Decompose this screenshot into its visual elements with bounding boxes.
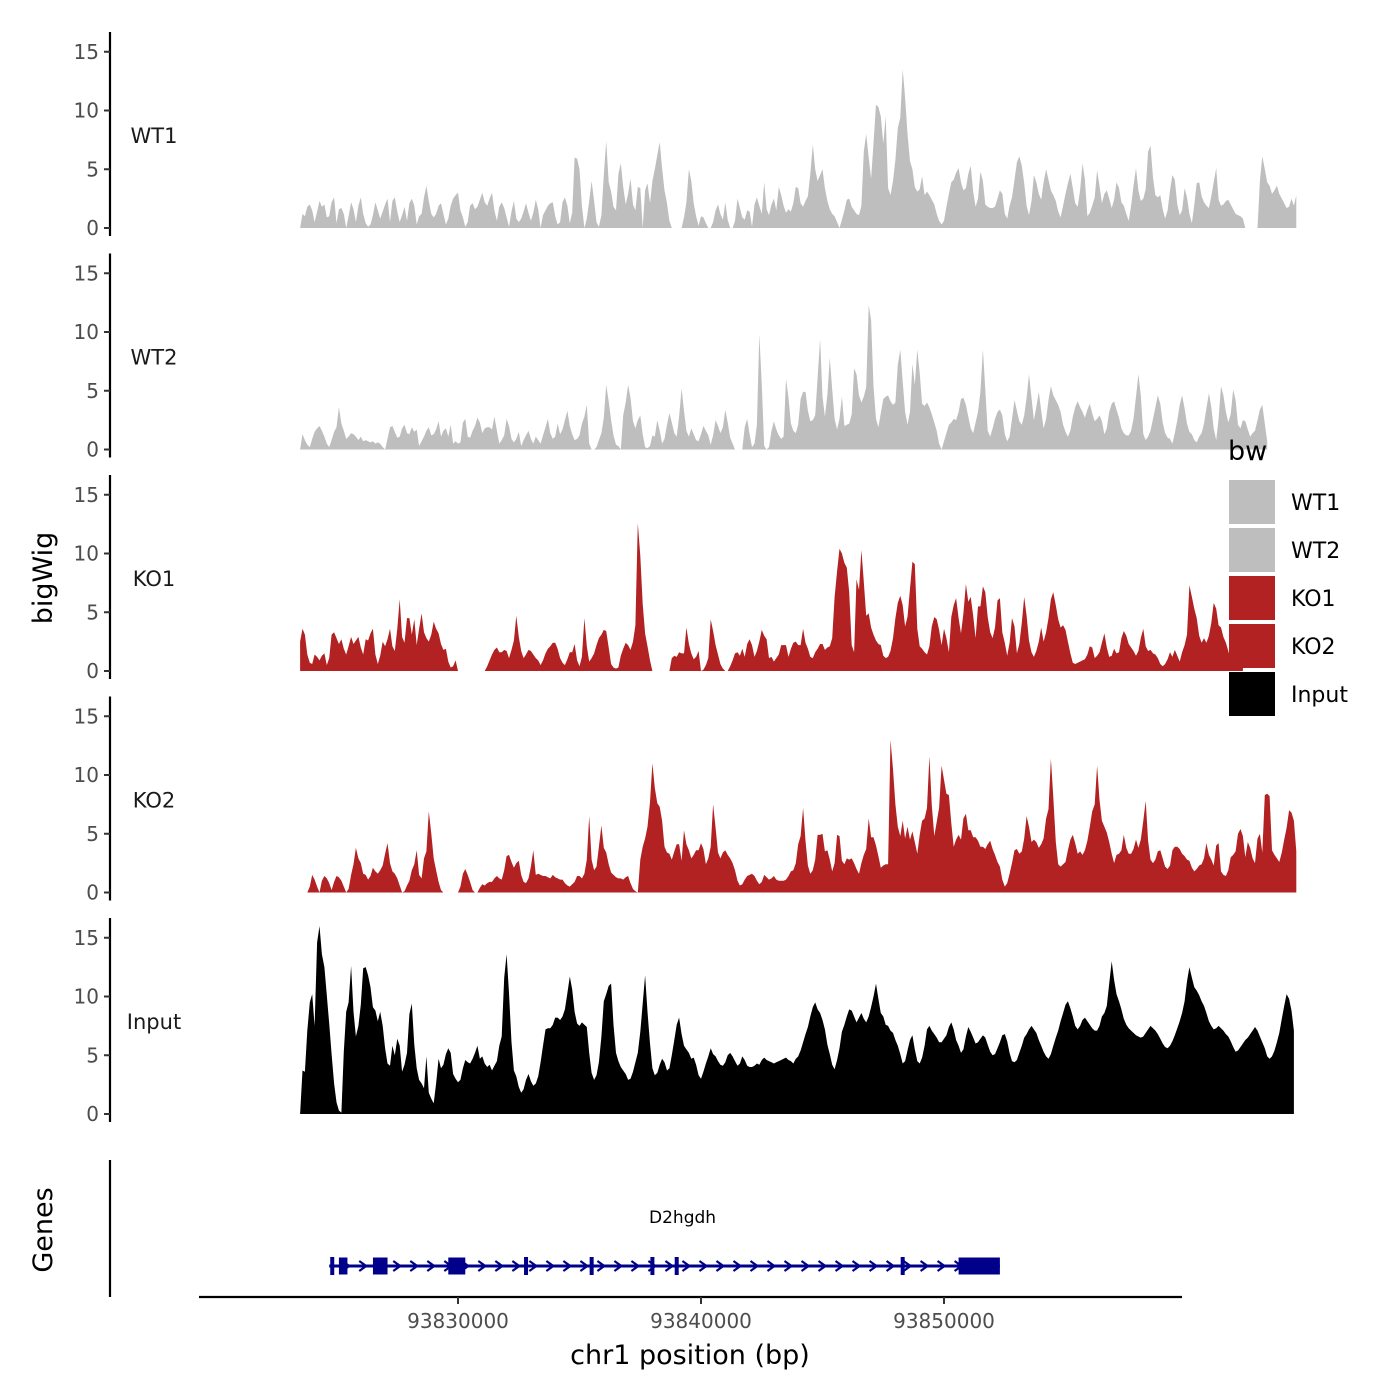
track-panel-ko2: 0 5 10 15 KO2 — [74, 696, 1297, 905]
coverage-area-ko1 — [300, 523, 1243, 671]
y-tick-label: 10 — [74, 763, 99, 787]
genes-axis-title: Genes — [28, 1187, 59, 1272]
y-tick-label: 10 — [74, 542, 99, 566]
y-tick-label: 5 — [86, 822, 99, 846]
y-tick-label: 0 — [86, 881, 99, 905]
coverage-area-wt1 — [300, 69, 1297, 229]
strand-arrow — [817, 1260, 828, 1272]
coverage-area-ko2 — [307, 739, 1297, 893]
y-tick-label: 5 — [86, 1043, 99, 1067]
gene-exon — [674, 1257, 679, 1275]
track-panel-wt2: 0 5 10 15 WT2 — [74, 253, 1268, 462]
strand-arrow — [494, 1260, 505, 1272]
gene-exon — [958, 1257, 1000, 1275]
strand-arrow — [732, 1260, 743, 1272]
y-tick-label: 10 — [74, 985, 99, 1009]
gene-exon — [524, 1257, 529, 1275]
legend-title: bw — [1228, 436, 1267, 467]
y-tick-label: 5 — [86, 600, 99, 624]
gene-exon — [448, 1257, 466, 1275]
y-tick-label: 15 — [74, 704, 99, 728]
strand-arrow — [630, 1260, 641, 1272]
coverage-panels: 0 5 10 15 WT1 0 5 10 15 WT2 0 5 10 15 KO1 0 5 10 15 KO2 0 5 10… — [74, 32, 1297, 1126]
y-tick-label: 5 — [86, 157, 99, 181]
x-tick-label: 93840000 — [650, 1309, 752, 1333]
strand-arrow — [409, 1260, 420, 1272]
strand-arrow — [358, 1260, 369, 1272]
gene-exon — [650, 1257, 655, 1275]
track-label: WT2 — [131, 346, 178, 370]
strand-arrow — [868, 1260, 879, 1272]
y-tick-label: 15 — [74, 926, 99, 950]
gene-exon — [589, 1257, 594, 1275]
strand-arrow — [715, 1260, 726, 1272]
gene-label: D2hgdh — [649, 1208, 716, 1228]
coverage-area-wt2 — [300, 305, 1268, 450]
strand-arrow — [511, 1260, 522, 1272]
track-label: KO1 — [133, 567, 176, 591]
strand-arrow — [766, 1260, 777, 1272]
strand-arrow — [392, 1260, 403, 1272]
legend-swatch-wt1 — [1229, 480, 1275, 524]
x-axis: 93830000 93840000 93850000 — [199, 1295, 1182, 1333]
track-label: Input — [127, 1010, 181, 1034]
y-tick-label: 15 — [74, 483, 99, 507]
strand-arrow — [562, 1260, 573, 1272]
legend-label-ko2: KO2 — [1291, 635, 1336, 660]
strand-arrow — [579, 1260, 590, 1272]
strand-arrow — [545, 1260, 556, 1272]
track-label: KO2 — [133, 789, 176, 813]
legend-swatch-wt2 — [1229, 528, 1275, 572]
y-tick-label: 15 — [74, 40, 99, 64]
track-label: WT1 — [131, 124, 178, 148]
strand-arrow — [749, 1260, 760, 1272]
x-tick-label: 93830000 — [407, 1309, 509, 1333]
y-tick-label: 5 — [86, 379, 99, 403]
strand-arrow — [936, 1260, 947, 1272]
strand-arrow — [698, 1260, 709, 1272]
strand-arrow — [613, 1260, 624, 1272]
x-axis-title: chr1 position (bp) — [570, 1340, 810, 1371]
legend-swatch-ko2 — [1229, 624, 1275, 668]
strand-arrow — [528, 1260, 539, 1272]
strand-arrow — [902, 1260, 913, 1272]
strand-arrow — [477, 1260, 488, 1272]
y-tick-label: 0 — [86, 1102, 99, 1126]
y-tick-label: 10 — [74, 320, 99, 344]
y-tick-label: 0 — [86, 216, 99, 240]
legend-label-wt2: WT2 — [1291, 539, 1340, 564]
strand-arrow — [851, 1260, 862, 1272]
strand-arrow — [783, 1260, 794, 1272]
track-panel-input: 0 5 10 15 Input — [74, 918, 1294, 1126]
x-tick-label: 93850000 — [893, 1309, 995, 1333]
legend-label-wt1: WT1 — [1291, 491, 1340, 516]
y-tick-label: 10 — [74, 99, 99, 123]
strand-arrow — [919, 1260, 930, 1272]
coverage-area-input — [300, 926, 1294, 1114]
legend-label-input: Input — [1291, 683, 1348, 708]
genes-panel: D2hgdh — [108, 1160, 1000, 1297]
gene-exon — [338, 1257, 348, 1275]
y-tick-label: 0 — [86, 659, 99, 683]
strand-arrow — [664, 1260, 675, 1272]
legend-swatch-ko1 — [1229, 576, 1275, 620]
strand-arrow — [681, 1260, 692, 1272]
strand-arrow — [596, 1260, 607, 1272]
y-tick-label: 15 — [74, 261, 99, 285]
gene-exon — [330, 1257, 335, 1275]
strand-arrow — [800, 1260, 811, 1272]
y-axis-title: bigWig — [28, 532, 59, 625]
strand-arrow — [834, 1260, 845, 1272]
track-panel-ko1: 0 5 10 15 KO1 — [74, 475, 1243, 683]
gene-exon — [900, 1257, 905, 1275]
legend-label-ko1: KO1 — [1291, 587, 1336, 612]
legend: bw WT1 WT2 KO1 KO2 Input — [1228, 436, 1348, 716]
legend-swatch-input — [1229, 672, 1275, 716]
strand-arrow — [426, 1260, 437, 1272]
y-tick-label: 0 — [86, 438, 99, 462]
strand-arrow — [885, 1260, 896, 1272]
track-panel-wt1: 0 5 10 15 WT1 — [74, 32, 1297, 240]
gene-exon — [372, 1257, 388, 1275]
